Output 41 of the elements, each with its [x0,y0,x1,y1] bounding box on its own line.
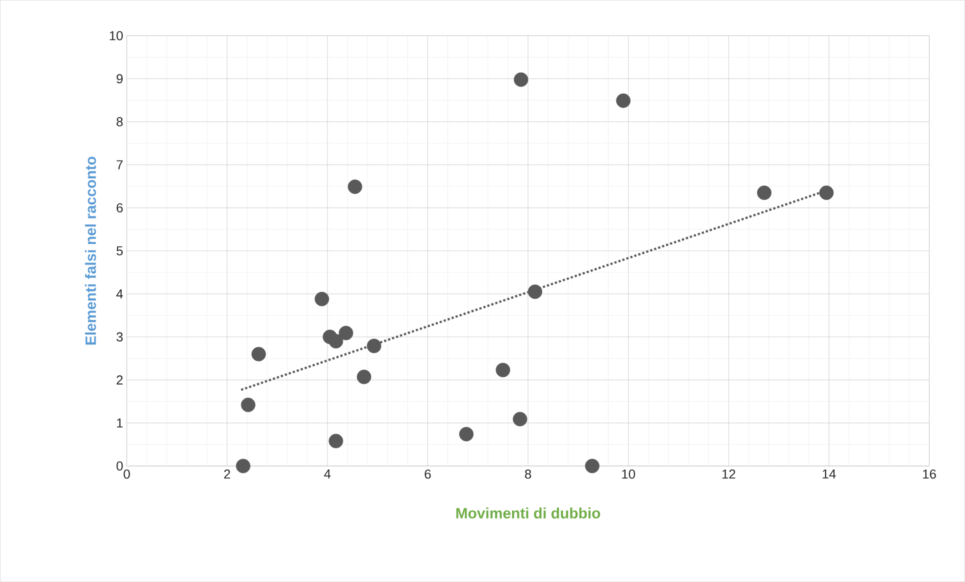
point [251,347,266,362]
y-tick-label: 1 [117,418,123,428]
point [338,326,354,340]
point [236,458,250,474]
x-tick-label: 8 [524,470,532,479]
y-tick-label: 9 [116,74,123,84]
point [496,362,510,378]
point [585,458,600,474]
point [314,292,330,306]
y-tick-label: 7 [116,160,123,170]
x-tick-label: 2 [224,470,230,479]
point [514,72,528,87]
y-tick-label: 8 [116,117,123,126]
y-tick-label: 5 [116,246,123,256]
y-tick-label: 3 [116,332,123,342]
y-tick-label: 4 [116,290,123,298]
x-tick-label: 4 [324,470,331,479]
point [328,434,344,448]
x-tick-label: 14 [822,470,836,479]
point [512,412,528,426]
point [366,338,382,354]
point [819,186,834,200]
y-axis-title: Elementi falsi nel racconto [85,156,96,345]
point [459,427,474,442]
x-tick-label: 10 [622,470,636,479]
point [528,284,542,300]
x-tick-label: 6 [424,470,431,479]
point [757,186,772,200]
x-tick-label: 16 [923,470,936,479]
y-tick-label: 10 [110,31,123,40]
x-tick-label: 12 [722,470,736,479]
point [616,94,631,108]
point [348,180,362,194]
point [328,334,344,349]
y-tick-label: 0 [116,462,123,471]
y-tick-label: 6 [116,203,123,213]
x-tick-label: 0 [124,470,130,479]
point [240,398,256,412]
y-tick-label: 2 [116,376,123,385]
point [356,370,372,384]
x-axis-title: Movimenti di dubbio [456,508,600,519]
